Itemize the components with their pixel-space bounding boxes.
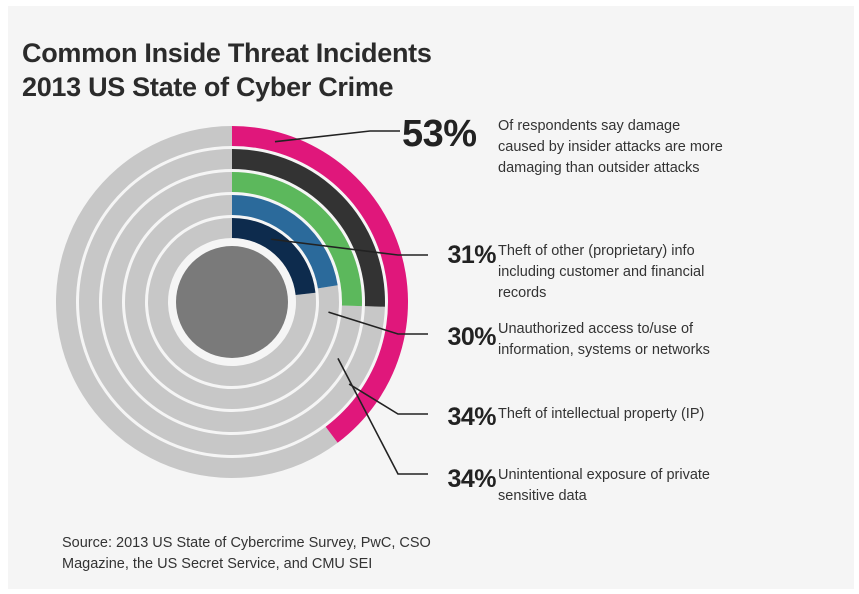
stat-5-description: Unintentional exposure of private sensit… (498, 465, 710, 507)
leader-line-1 (274, 130, 400, 143)
source-note: Source: 2013 US State of Cybercrime Surv… (62, 533, 431, 575)
bar-5 (232, 218, 316, 295)
stat-2-description: Theft of other (proprietary) info includ… (498, 241, 704, 304)
chart-title-line-1: Common Inside Threat Incidents (22, 38, 432, 68)
stat-4-percent: 34% (447, 403, 496, 431)
stat-1-line-1: Of respondents say damage (498, 118, 681, 134)
stat-1-description: Of respondents say damage caused by insi… (498, 116, 723, 179)
stat-1-line-2: caused by insider attacks are more (498, 139, 723, 155)
center-disc (176, 246, 288, 358)
stat-4: 34% Theft of intellectual property (IP) (402, 402, 842, 432)
stat-3: 30% Unauthorized access to/use of inform… (402, 319, 842, 361)
stat-5: 34% Unintentional exposure of private se… (402, 464, 842, 507)
source-line-2: Magazine, the US Secret Service, and CMU… (62, 556, 373, 572)
stat-5-line-2: sensitive data (498, 488, 587, 504)
bar-2 (232, 149, 385, 307)
stat-5-percent: 34% (447, 465, 496, 493)
stat-1-line-3: damaging than outsider attacks (498, 160, 700, 176)
stat-2-percent: 31% (447, 241, 496, 269)
stat-3-line-2: information, systems or networks (498, 342, 710, 358)
stat-1: 53% Of respondents say damage caused by … (402, 112, 842, 179)
leader-line-2 (271, 238, 428, 256)
ring-track-1 (56, 126, 338, 478)
bar-4 (232, 195, 338, 289)
bar-3 (232, 172, 362, 307)
stat-3-line-1: Unauthorized access to/use of (498, 321, 694, 337)
stat-2-line-3: records (498, 285, 547, 301)
stat-4-line-1: Theft of intellectual property (IP) (498, 406, 705, 422)
leader-line-4 (348, 383, 428, 415)
chart-title: Common Inside Threat Incidents 2013 US S… (22, 36, 432, 104)
bar-1 (232, 126, 409, 443)
stat-3-description: Unauthorized access to/use of informatio… (498, 319, 710, 361)
chart-title-line-2: 2013 US State of Cyber Crime (22, 72, 394, 102)
stat-2-line-1: Theft of other (proprietary) info (498, 243, 695, 259)
stat-2: 31% Theft of other (proprietary) info in… (402, 240, 842, 304)
stat-5-line-1: Unintentional exposure of private (498, 467, 710, 483)
stat-4-description: Theft of intellectual property (IP) (498, 404, 704, 425)
stat-3-percent: 30% (447, 323, 496, 351)
source-line-1: Source: 2013 US State of Cybercrime Surv… (62, 535, 431, 551)
leader-line-5 (337, 357, 428, 475)
leader-line-3 (328, 311, 428, 335)
stat-1-percent: 53% (402, 113, 477, 155)
stat-2-line-2: including customer and financial (498, 264, 705, 280)
